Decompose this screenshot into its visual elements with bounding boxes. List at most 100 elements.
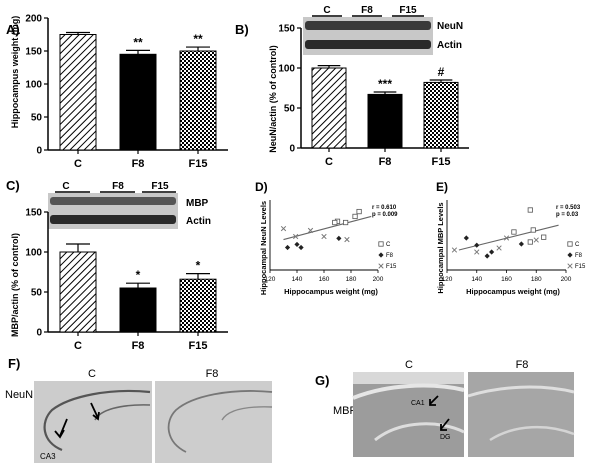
panel-e-legend-marker-f15 [567,263,573,269]
panel-g-micrographs: G) MBP C F8 CA1 DG [315,359,575,457]
panel-f-group-f8: F8 [206,368,219,380]
micrograph-g-ca1-label: CA1 [411,400,425,407]
panel-c-label: C) [6,178,20,193]
panel-b-category-label-f8: F8 [379,156,392,168]
panel-d-xlabel: Hippocampus weight (mg) [284,287,378,296]
panel-d-point-c [332,219,338,226]
panel-d-ylabel: Hippocampal NeuN Levels [259,201,268,295]
panel-a-ylabel: Hippocampus weight (mg) [10,16,20,129]
panel-d-xtick-label: 180 [346,276,357,283]
panel-c-category-label-c: C [74,340,82,352]
panel-a-bar-f8 [119,53,157,151]
panel-e-xtick-label: 140 [471,276,482,283]
panel-d-stat-r: r = 0.610 [372,205,397,211]
panel-d-point-f15 [292,233,299,240]
panel-c-significance-f15: * [196,259,201,273]
panel-c-ytick-label: 150 [25,208,42,219]
panel-b-bar-f15 [423,81,459,149]
micrograph-f-arrow-2 [90,402,99,419]
panel-b: B) C F8 F15 NeuN Actin NeuN/actin (% of … [235,5,469,168]
panel-a-category-label-f15: F15 [189,158,208,170]
panel-e-chart: 120 140 160 180 200 C F8 F15 [442,200,586,283]
panel-b-chart: 0 50 100 150 C F8 *** F15 # [278,24,469,168]
panel-c-ytick-label: 0 [36,328,42,339]
blot-b-band-actin: Actin [437,40,462,51]
panel-e-point-c [541,234,547,240]
panel-e-ylabel: Hippocampal MBP Levels [436,202,445,293]
panel-c-bar-f8 [119,287,157,333]
panel-e-point-f8 [518,241,524,247]
blot-b-band-neun: NeuN [437,21,463,32]
blot-c-group-c: C [62,181,69,192]
blot-c-mbp-band [50,197,176,205]
panel-a-ytick-label: 50 [31,113,43,124]
panel-d-legend-marker-f15 [378,263,384,269]
panel-e-legend-marker-c [567,241,573,247]
panel-d-point-f15 [280,225,287,232]
panel-g-label: G) [315,373,329,388]
panel-e-xtick-label: 200 [561,276,572,283]
panel-e-legend-label-f15: F15 [575,264,586,270]
panel-d-legend-marker-f8 [378,252,384,258]
panel-e-point-f8 [463,235,469,241]
panel-a-ytick-label: 100 [25,80,42,91]
panel-e-stat-p: p = 0.03 [556,212,579,218]
micrograph-g-f8-fibers [467,385,575,398]
panel-b-ytick-label: 100 [278,64,295,75]
panel-e-point-c [527,207,533,213]
panel-g-group-f8: F8 [516,359,529,371]
panel-d-legend-label-f15: F15 [386,264,397,270]
panel-e-legend-marker-f8 [567,252,573,258]
panel-e-point-f15 [474,249,480,255]
panel-d-point-f8 [336,235,342,241]
panel-e-xtick-label: 180 [531,276,542,283]
panel-d: D) Hippocampal NeuN Levels Hippocampus w… [255,180,398,296]
blot-b-group-c: C [323,5,330,16]
micrograph-g-arrowhead-ca1 [429,399,436,406]
micrograph-f-f8-background [155,381,272,463]
panel-b-significance-f8: *** [378,77,392,91]
panel-a-category-label-f8: F8 [132,158,145,170]
panel-a-ytick-label: 200 [25,14,42,25]
blot-c-group-f15: F15 [151,181,169,192]
panel-d-xtick-label: 160 [319,276,330,283]
panel-b-category-label-c: C [325,156,333,168]
panel-b-ytick-label: 150 [278,24,295,35]
panel-b-western-blot: C F8 F15 NeuN Actin [303,5,463,55]
panel-d-xtick-label: 140 [292,276,303,283]
micrograph-g-f8-fibers-2 [489,425,575,442]
panel-e: E) Hippocampal MBP Levels Hippocampus we… [436,180,586,296]
panel-a-bar-f15 [179,50,217,151]
panel-d-xtick-label: 120 [265,276,276,283]
panel-d-point-f8 [294,241,300,248]
panel-d-stat-p: p = 0.009 [372,212,398,218]
blot-c-band-actin: Actin [186,216,211,227]
blot-b-group-f8: F8 [361,5,373,16]
panel-a-chart: 0 50 100 150 200 C F8 ** F15 ** [25,14,228,170]
blot-c-group-f8: F8 [112,181,124,192]
panel-a-ytick-label: 0 [36,146,42,157]
micrograph-g-arrow-ca1 [429,395,439,405]
panel-f-group-c: C [88,368,96,380]
panel-b-label: B) [235,22,249,37]
panel-e-xtick-label: 160 [501,276,512,283]
panel-e-point-c [530,227,536,233]
panel-a-label: A) [6,22,20,37]
micrograph-f-arrowhead-2 [92,411,100,421]
panel-f-label: F) [8,356,20,371]
panel-e-point-f15 [496,245,502,251]
micrograph-f-f8-layer [167,390,273,453]
panel-a-category-label-c: C [74,158,82,170]
blot-c-band-mbp: MBP [186,198,209,209]
panel-d-point-c [356,208,362,215]
panel-e-stat-r: r = 0.503 [556,205,581,211]
panel-e-point-c [511,229,517,235]
panel-e-point-f8 [489,249,495,255]
panel-e-point-f8 [474,242,480,248]
panel-c-ytick-label: 100 [25,248,42,259]
micrograph-g-c-fibers-2 [374,422,465,442]
panel-e-legend-label-f8: F8 [575,253,583,259]
micrograph-g-f8-background [468,372,574,457]
panel-e-point-f15 [451,247,458,253]
panel-e-point-c [527,239,533,245]
